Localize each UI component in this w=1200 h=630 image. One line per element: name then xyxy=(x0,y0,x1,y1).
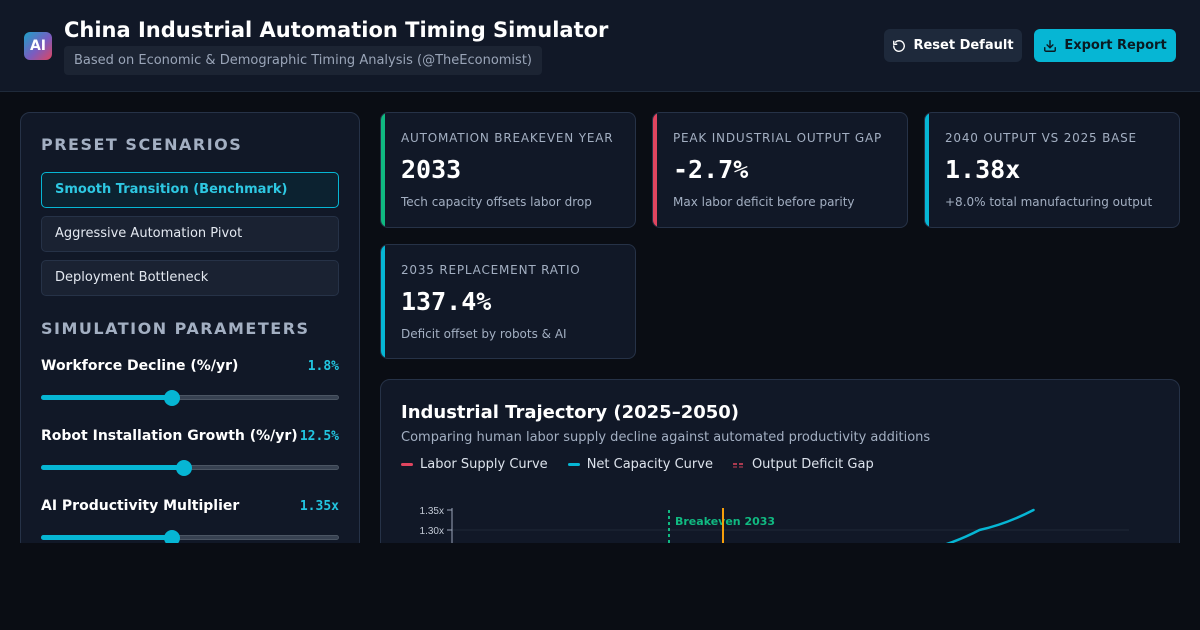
card-value: -2.7% xyxy=(673,155,749,184)
export-report-label: Export Report xyxy=(1064,38,1167,53)
workforce-decline-label: Workforce Decline (%/yr) xyxy=(41,358,239,374)
legend-swatch-dashed xyxy=(732,462,743,468)
export-report-button[interactable]: Export Report xyxy=(1034,29,1176,62)
slider-fill xyxy=(41,395,172,400)
card-value: 1.38x xyxy=(945,155,1021,184)
trajectory-chart-panel: Industrial Trajectory (2025–2050) Compar… xyxy=(380,379,1180,559)
preset-smooth-transition[interactable]: Smooth Transition (Benchmark) xyxy=(41,172,339,208)
ai-multiplier-slider[interactable] xyxy=(41,530,339,546)
kpi-card-replacement-ratio: 2035 REPLACEMENT RATIO 137.4% Deficit of… xyxy=(380,244,636,359)
card-accent-stripe xyxy=(381,113,385,227)
card-label: PEAK INDUSTRIAL OUTPUT GAP xyxy=(673,131,883,145)
card-label: 2040 OUTPUT VS 2025 BASE xyxy=(945,131,1137,145)
app-header: AI China Industrial Automation Timing Si… xyxy=(0,0,1200,92)
y-tick-label: 1.30x xyxy=(420,526,444,537)
legend-label: Labor Supply Curve xyxy=(420,457,548,472)
workforce-decline-slider[interactable] xyxy=(41,390,339,406)
card-caption: Deficit offset by robots & AI xyxy=(401,327,567,341)
app-title: China Industrial Automation Timing Simul… xyxy=(64,18,609,42)
workforce-decline-value: 1.8% xyxy=(307,359,339,374)
trajectory-chart: 1.35x 1.30x Breakeven 2033 xyxy=(420,506,1129,558)
slider-fill xyxy=(41,465,184,470)
legend-label: Output Deficit Gap xyxy=(751,457,874,472)
reset-default-button[interactable]: Reset Default xyxy=(884,29,1022,62)
slider-fill xyxy=(41,535,172,540)
card-label: AUTOMATION BREAKEVEN YEAR xyxy=(401,131,614,145)
reset-default-label: Reset Default xyxy=(913,38,1014,53)
legend-label: Net Capacity Curve xyxy=(586,457,713,472)
y-tick-label: 1.35x xyxy=(420,506,444,517)
app-logo: AI xyxy=(24,32,52,60)
legend-labor-supply[interactable]: Labor Supply Curve xyxy=(401,457,548,472)
robot-growth-label: Robot Installation Growth (%/yr) xyxy=(41,428,298,444)
page-background xyxy=(0,543,1200,630)
controls-sidebar: PRESET SCENARIOS Smooth Transition (Benc… xyxy=(20,112,360,552)
chart-title: Industrial Trajectory (2025–2050) xyxy=(401,402,740,423)
preset-scenarios-heading: PRESET SCENARIOS xyxy=(41,135,243,154)
kpi-card-output-gap: PEAK INDUSTRIAL OUTPUT GAP -2.7% Max lab… xyxy=(652,112,908,228)
kpi-card-breakeven-year: AUTOMATION BREAKEVEN YEAR 2033 Tech capa… xyxy=(380,112,636,228)
download-icon xyxy=(1044,39,1057,52)
card-value: 137.4% xyxy=(401,287,492,316)
card-accent-stripe xyxy=(925,113,929,227)
card-accent-stripe xyxy=(381,245,385,358)
kpi-card-2040-output: 2040 OUTPUT VS 2025 BASE 1.38x +8.0% tot… xyxy=(924,112,1180,228)
legend-net-capacity[interactable]: Net Capacity Curve xyxy=(567,457,713,472)
card-caption: Tech capacity offsets labor drop xyxy=(401,195,592,209)
ai-multiplier-label: AI Productivity Multiplier xyxy=(41,498,240,514)
card-label: 2035 REPLACEMENT RATIO xyxy=(401,263,581,277)
slider-thumb[interactable] xyxy=(164,530,181,546)
card-caption: +8.0% total manufacturing output xyxy=(945,195,1153,209)
breakeven-label: Breakeven 2033 xyxy=(675,515,775,528)
card-caption: Max labor deficit before parity xyxy=(673,195,855,209)
slider-thumb[interactable] xyxy=(176,460,193,476)
robot-growth-slider[interactable] xyxy=(41,460,339,476)
robot-growth-value: 12.5% xyxy=(299,429,339,444)
preset-aggressive-automation[interactable]: Aggressive Automation Pivot xyxy=(41,216,339,252)
legend-swatch xyxy=(567,463,580,466)
app-subtitle: Based on Economic & Demographic Timing A… xyxy=(64,46,542,75)
legend-swatch xyxy=(401,463,413,466)
card-value: 2033 xyxy=(401,155,462,184)
preset-deployment-bottleneck[interactable]: Deployment Bottleneck xyxy=(41,260,339,296)
legend-output-deficit[interactable]: Output Deficit Gap xyxy=(732,457,874,472)
ai-multiplier-value: 1.35x xyxy=(299,499,339,514)
slider-thumb[interactable] xyxy=(164,390,181,406)
reset-icon xyxy=(893,39,906,52)
simulation-parameters-heading: SIMULATION PARAMETERS xyxy=(41,319,310,338)
chart-legend: Labor Supply Curve Net Capacity Curve Ou… xyxy=(401,457,874,472)
card-accent-stripe xyxy=(653,113,657,227)
chart-subtitle: Comparing human labor supply decline aga… xyxy=(401,430,931,445)
